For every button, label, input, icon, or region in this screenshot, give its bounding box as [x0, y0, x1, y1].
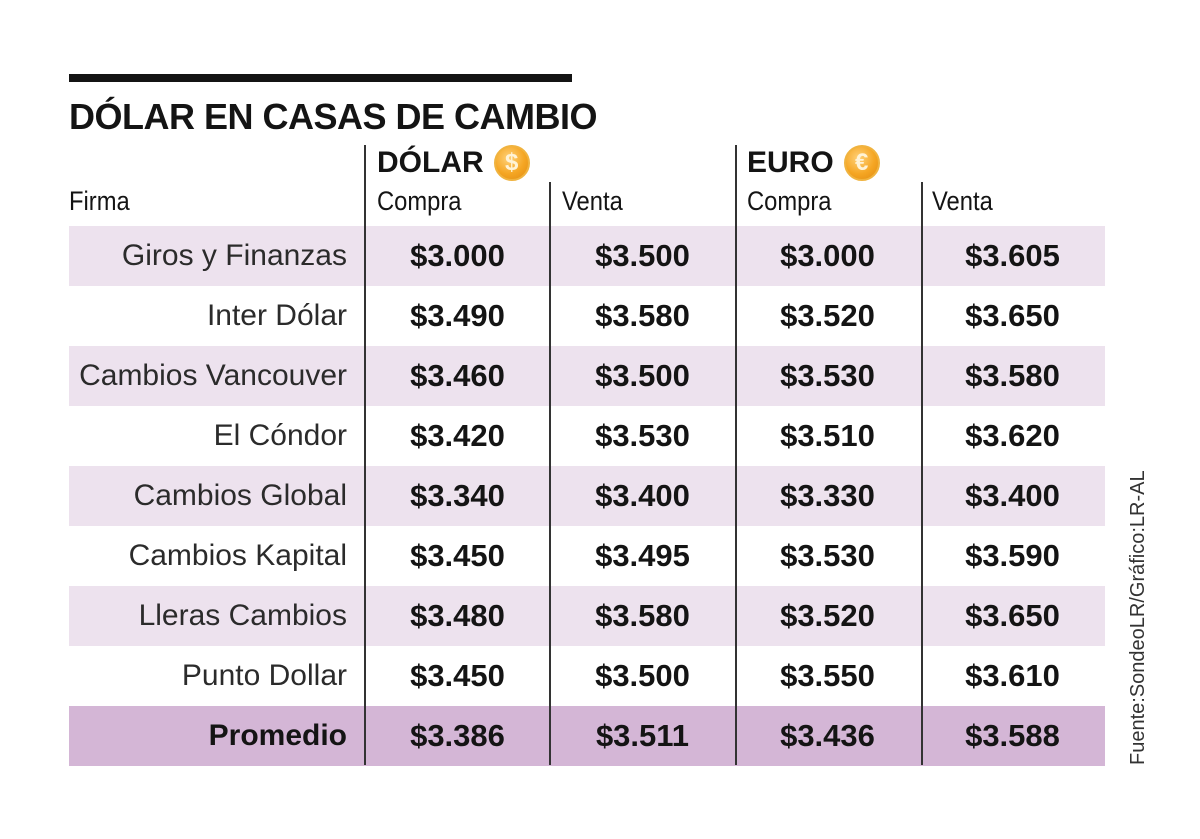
firma-cell: Cambios Vancouver — [79, 359, 347, 392]
table-row: Lleras Cambios $3.480 $3.580 $3.520 $3.650 — [69, 586, 1105, 646]
value-cell: $3.530 — [780, 358, 875, 393]
value-cell: $3.450 — [410, 538, 505, 573]
euro-group-header: EURO € — [747, 145, 880, 181]
value-cell: $3.590 — [965, 538, 1060, 573]
average-row: Promedio $3.386 $3.511 $3.436 $3.588 — [69, 706, 1105, 766]
firma-cell: Giros y Finanzas — [121, 239, 347, 272]
column-header-dolar-compra: Compra — [377, 186, 462, 216]
value-cell: $3.420 — [410, 418, 505, 453]
table-row: Inter Dólar $3.490 $3.580 $3.520 $3.650 — [69, 286, 1105, 346]
dolar-group-header: DÓLAR $ — [377, 145, 530, 181]
value-cell: $3.610 — [965, 658, 1060, 693]
table-row: Punto Dollar $3.450 $3.500 $3.550 $3.610 — [69, 646, 1105, 706]
value-cell: $3.510 — [780, 418, 875, 453]
firma-cell: Lleras Cambios — [138, 599, 347, 632]
column-header-dolar-venta: Venta — [562, 186, 623, 216]
value-cell: $3.620 — [965, 418, 1060, 453]
table-row: Cambios Global $3.340 $3.400 $3.330 $3.400 — [69, 466, 1105, 526]
column-divider — [549, 182, 551, 765]
firma-cell: El Cóndor — [213, 419, 347, 452]
value-cell: $3.580 — [595, 598, 690, 633]
source-credit: Fuente:SondeoLR/Gráfico:LR-AL — [1127, 470, 1149, 765]
table-row: Cambios Kapital $3.450 $3.495 $3.530 $3.590 — [69, 526, 1105, 586]
value-cell: $3.436 — [780, 718, 875, 753]
table-row: Cambios Vancouver $3.460 $3.500 $3.530 $3.58… — [69, 346, 1105, 406]
value-cell: $3.495 — [595, 538, 690, 573]
column-header-euro-compra: Compra — [747, 186, 832, 216]
value-cell: $3.588 — [965, 718, 1060, 753]
value-cell: $3.511 — [595, 718, 690, 753]
value-cell: $3.000 — [780, 238, 875, 273]
firma-cell: Promedio — [208, 719, 347, 752]
value-cell: $3.500 — [595, 358, 690, 393]
value-cell: $3.500 — [595, 238, 690, 273]
table-title: DÓLAR EN CASAS DE CAMBIO — [69, 96, 598, 137]
value-cell: $3.386 — [410, 718, 505, 753]
value-cell: $3.490 — [410, 298, 505, 333]
value-cell: $3.400 — [965, 478, 1060, 513]
dollar-coin-icon: $ — [493, 145, 530, 181]
value-cell: $3.530 — [595, 418, 690, 453]
firma-cell: Cambios Kapital — [128, 539, 347, 572]
firma-cell: Punto Dollar — [181, 659, 347, 692]
euro-coin-icon: € — [843, 145, 880, 181]
value-cell: $3.650 — [965, 598, 1060, 633]
table-row: El Cóndor $3.420 $3.530 $3.510 $3.620 — [69, 406, 1105, 466]
value-cell: $3.605 — [965, 238, 1060, 273]
value-cell: $3.400 — [595, 478, 690, 513]
value-cell: $3.650 — [965, 298, 1060, 333]
euro-group-label: EURO — [747, 146, 834, 179]
value-cell: $3.000 — [410, 238, 505, 273]
column-divider — [921, 182, 923, 765]
value-cell: $3.500 — [595, 658, 690, 693]
dolar-group-label: DÓLAR — [377, 146, 484, 179]
firma-cell: Cambios Global — [133, 479, 347, 512]
column-divider — [735, 145, 737, 765]
value-cell: $3.530 — [780, 538, 875, 573]
value-cell: $3.460 — [410, 358, 505, 393]
value-cell: $3.480 — [410, 598, 505, 633]
top-rule — [69, 74, 572, 82]
value-cell: $3.340 — [410, 478, 505, 513]
value-cell: $3.580 — [965, 358, 1060, 393]
value-cell: $3.330 — [780, 478, 875, 513]
column-header-euro-venta: Venta — [932, 186, 993, 216]
value-cell: $3.450 — [410, 658, 505, 693]
column-header-firma: Firma — [69, 186, 130, 216]
value-cell: $3.580 — [595, 298, 690, 333]
column-divider — [364, 145, 366, 765]
firma-cell: Inter Dólar — [206, 299, 347, 332]
table-row: Giros y Finanzas $3.000 $3.500 $3.000 $3.605 — [69, 226, 1105, 286]
value-cell: $3.550 — [780, 658, 875, 693]
value-cell: $3.520 — [780, 298, 875, 333]
value-cell: $3.520 — [780, 598, 875, 633]
